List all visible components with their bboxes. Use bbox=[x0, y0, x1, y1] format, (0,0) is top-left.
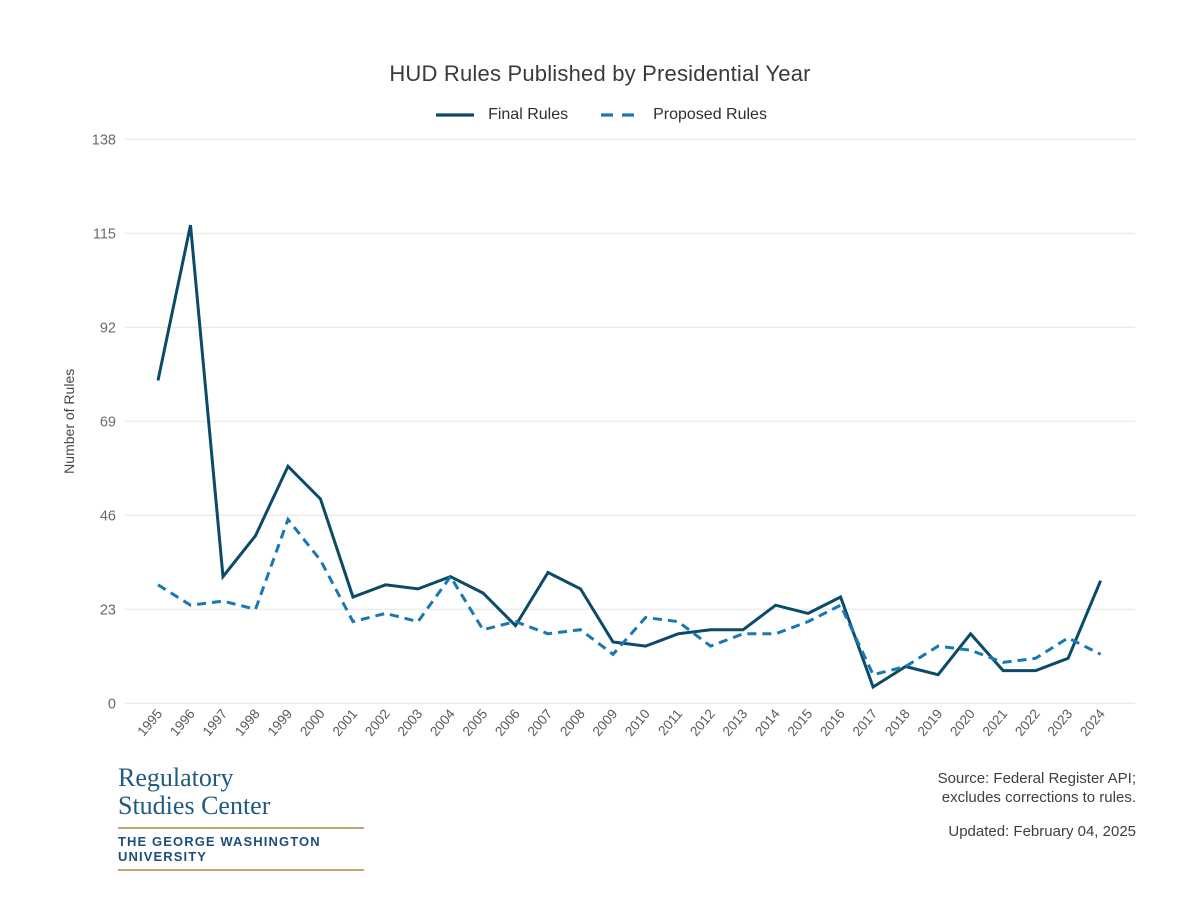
x-tick-label: 1999 bbox=[265, 706, 296, 739]
x-tick-label: 2004 bbox=[427, 706, 458, 739]
x-tick-label: 1998 bbox=[232, 706, 263, 739]
rsc-logo: Regulatory Studies Center THE GEORGE WAS… bbox=[118, 764, 364, 871]
x-tick-label: 2002 bbox=[362, 706, 393, 739]
x-tick-label: 2020 bbox=[947, 706, 978, 739]
final-rules-line bbox=[156, 224, 1102, 690]
y-tick-label: 23 bbox=[100, 602, 116, 618]
x-tick-label: 1996 bbox=[167, 706, 198, 739]
source-line-1: Source: Federal Register API; bbox=[937, 770, 1136, 787]
y-tick-label: 138 bbox=[92, 132, 116, 148]
proposed-rules-line-swatch-icon bbox=[601, 113, 640, 117]
y-tick-label: 69 bbox=[100, 414, 116, 430]
x-tick-label: 2003 bbox=[395, 706, 426, 739]
logo-gold-rule-top bbox=[118, 827, 364, 829]
x-tick-label: 2009 bbox=[590, 706, 621, 739]
x-tick-label: 2005 bbox=[460, 706, 491, 739]
x-tick-label: 2007 bbox=[525, 706, 556, 739]
x-tick-label: 2019 bbox=[915, 706, 946, 739]
x-tick-label: 2022 bbox=[1012, 706, 1043, 739]
logo-line-1: Regulatory bbox=[118, 763, 234, 792]
legend: Final Rules Proposed Rules bbox=[0, 106, 1200, 124]
x-tick-label: 2018 bbox=[882, 706, 913, 739]
legend-item-proposed-rules: Proposed Rules bbox=[598, 106, 767, 124]
y-axis-title: Number of Rules bbox=[61, 369, 77, 474]
x-tick-label: 1997 bbox=[200, 706, 231, 739]
logo-line-2: Studies Center bbox=[118, 791, 271, 820]
x-tick-label: 2015 bbox=[785, 706, 816, 739]
y-tick-label: 0 bbox=[108, 696, 116, 712]
x-tick-label: 2006 bbox=[492, 706, 523, 739]
chart-title: HUD Rules Published by Presidential Year bbox=[389, 61, 811, 86]
x-tick-label: 2017 bbox=[850, 706, 881, 739]
y-tick-label: 46 bbox=[100, 508, 116, 524]
legend-label-proposed-rules: Proposed Rules bbox=[653, 106, 767, 123]
x-tick-label: 2010 bbox=[622, 706, 653, 739]
legend-item-final-rules: Final Rules bbox=[433, 106, 568, 124]
x-tick-label: 2008 bbox=[557, 706, 588, 739]
x-tick-label: 2000 bbox=[297, 706, 328, 739]
legend-label-final-rules: Final Rules bbox=[488, 106, 569, 123]
x-tick-label: 2023 bbox=[1045, 706, 1076, 739]
x-tick-label: 2011 bbox=[655, 706, 685, 738]
x-tick-label: 2021 bbox=[980, 706, 1011, 739]
final-rules-line-swatch-icon bbox=[436, 113, 475, 117]
logo-gold-rule-bottom bbox=[118, 869, 364, 871]
x-tick-label: 2001 bbox=[330, 706, 361, 739]
x-tick-label: 2016 bbox=[817, 706, 848, 739]
x-tick-label: 2013 bbox=[720, 706, 751, 739]
source-note: Source: Federal Register API; excludes c… bbox=[938, 769, 1136, 841]
proposed-rules-line bbox=[157, 516, 1102, 677]
y-tick-label: 92 bbox=[100, 320, 116, 336]
updated-date: Updated: February 04, 2025 bbox=[948, 823, 1136, 840]
source-line-2: excludes corrections to rules. bbox=[941, 789, 1136, 806]
logo-university-name: THE GEORGE WASHINGTON UNIVERSITY bbox=[118, 834, 321, 864]
x-tick-label: 2014 bbox=[752, 706, 783, 739]
x-tick-label: 2024 bbox=[1077, 706, 1108, 739]
x-tick-label: 1995 bbox=[134, 706, 165, 739]
y-tick-label: 115 bbox=[93, 226, 116, 242]
x-tick-label: 2012 bbox=[687, 706, 718, 739]
